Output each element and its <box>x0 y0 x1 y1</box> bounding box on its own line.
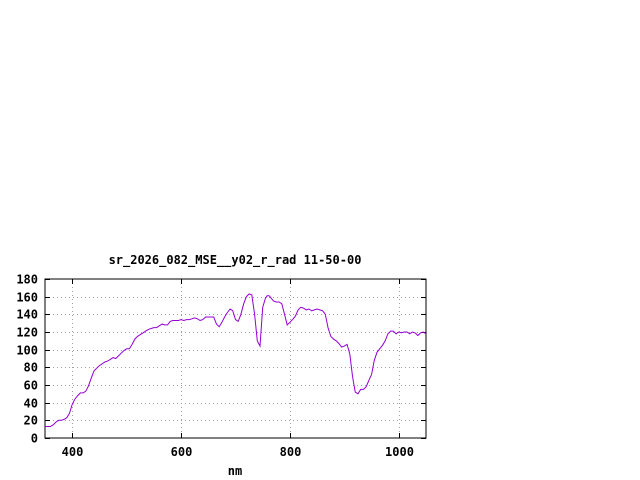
y-tick-labels: 0 20 40 60 80 100 120 140 160 180 <box>16 273 38 446</box>
axis-ticks <box>45 279 426 439</box>
grid-lines <box>45 279 426 438</box>
x-tick-label: 800 <box>280 445 302 459</box>
y-tick-label: 20 <box>24 414 38 428</box>
x-tick-label: 400 <box>62 445 84 459</box>
y-tick-label: 120 <box>16 326 38 340</box>
chart-title: sr_2026_082_MSE__y02_r_rad 11-50-00 <box>109 253 362 268</box>
plot-frame <box>44 278 427 439</box>
y-tick-label: 140 <box>16 308 38 322</box>
y-tick-label: 60 <box>24 379 38 393</box>
y-tick-label: 180 <box>16 273 38 287</box>
x-axis-label: nm <box>228 464 242 478</box>
y-tick-label: 0 <box>31 432 38 446</box>
y-tick-label: 100 <box>16 344 38 358</box>
series-line <box>45 293 427 427</box>
x-tick-label: 1000 <box>385 445 414 459</box>
x-tick-labels: 400 600 800 1000 <box>62 445 414 459</box>
y-tick-label: 40 <box>24 397 38 411</box>
y-tick-label: 80 <box>24 361 38 375</box>
x-tick-label: 600 <box>171 445 193 459</box>
y-tick-label: 160 <box>16 291 38 305</box>
